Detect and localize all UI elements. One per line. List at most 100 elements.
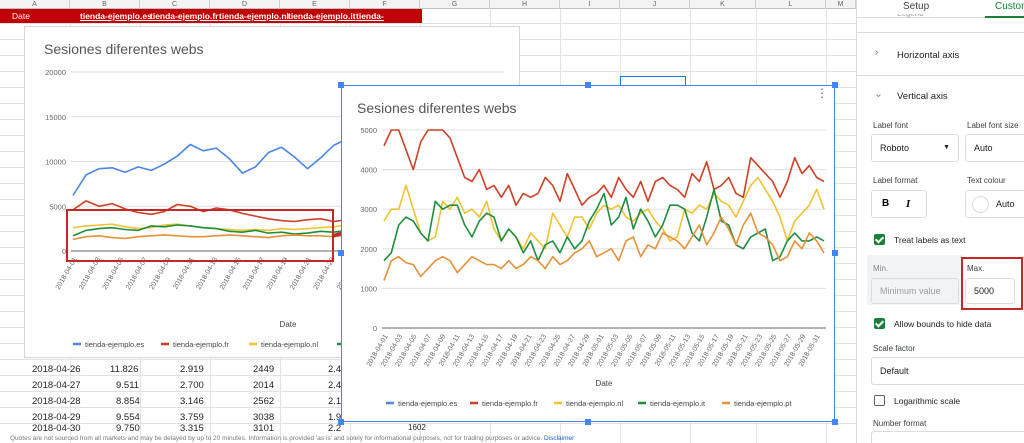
column-header-e[interactable]: E [280,0,350,9]
resize-handle[interactable] [338,419,344,425]
cell-es[interactable]: 8.854 [116,396,140,407]
chart-title: Sesiones diferentes webs [357,100,517,116]
resize-handle[interactable] [832,419,838,425]
column-header-i[interactable]: I [560,0,620,9]
chevron-right-icon[interactable]: › [875,47,879,58]
log-scale-checkbox[interactable] [874,395,885,406]
column-header-f[interactable]: F [350,0,420,9]
cell-es[interactable]: 9.554 [116,412,140,423]
cell-date[interactable]: 2018-04-27 [32,380,81,391]
section-vertical-axis[interactable]: Vertical axis [897,91,948,102]
max-label: Max. [967,264,985,273]
y-tick-label: 4000 [360,166,377,175]
cell-it[interactable]: 2.2 [328,423,342,434]
min-input[interactable]: Minimum value [871,278,959,304]
text-colour-value: Auto [996,199,1015,209]
min-label: Min. [873,264,889,273]
cell-es[interactable]: 11.826 [110,364,139,375]
column-header-h[interactable]: H [490,0,560,9]
label-font-size-select[interactable]: Auto [965,134,1024,162]
cell-date[interactable]: 2018-04-29 [32,412,81,423]
text-colour-label: Text colour [967,176,1006,185]
cell-fr[interactable]: 2.700 [180,380,204,391]
cell-nl[interactable]: 3101 [253,423,275,434]
cell-date[interactable]: 2018-04-30 [32,423,81,434]
disclaimer-link[interactable]: Disclaimer [543,435,575,442]
y-tick-label: 1000 [360,284,377,293]
cell-date[interactable]: 2018-04-28 [32,396,81,407]
cell-nl[interactable]: 3038 [253,412,275,423]
scale-factor-select[interactable]: Default [871,357,1024,385]
cell-pt[interactable]: 1602 [408,423,426,432]
column-header-g[interactable]: G [420,0,490,9]
resize-handle[interactable] [338,82,344,88]
x-axis-label: Date [280,320,297,329]
resize-handle[interactable] [832,250,838,256]
cell-date[interactable]: 2018-04-26 [32,364,81,375]
chart-card-front[interactable]: Sesiones diferentes webs ⋮ 0 1000 2000 3000… [341,85,835,422]
header-site-pt[interactable]: tienda-ejemplo.pt [356,11,399,35]
column-header-m[interactable]: M [826,0,856,9]
chart-title: Sesiones diferentes webs [44,41,204,57]
legend-item: tienda-ejemplo.fr [482,399,538,408]
header-date[interactable]: Date [12,11,30,21]
header-site-fr[interactable]: tienda-ejemplo.fr [150,11,219,21]
chevron-down-icon[interactable]: › [873,93,885,98]
y-tick-label: 2000 [360,245,377,254]
section-legend[interactable]: Legend [897,14,924,19]
label-font-label: Label font [873,121,909,130]
min-field-container [867,255,963,305]
cell-fr[interactable]: 3.759 [180,412,204,423]
min-placeholder: Minimum value [880,286,941,296]
text-colour-select[interactable]: Auto ▼ [965,190,1024,218]
label-font-select[interactable]: Roboto ▼ [871,134,959,162]
max-input[interactable]: 5000 [965,278,1015,304]
cell-it[interactable]: 1.9 [328,412,342,423]
cell-nl[interactable]: 2014 [253,380,275,391]
allow-bounds-checkbox[interactable] [874,318,885,329]
column-header-a[interactable]: A [0,0,70,9]
column-header-d[interactable]: D [210,0,280,9]
footer-note: Quotes are not sourced from all markets … [0,434,856,443]
cell-nl[interactable]: 2449 [253,364,275,375]
legend-item: tienda-ejemplo.it [650,399,706,408]
resize-handle[interactable] [832,82,838,88]
resize-handle[interactable] [338,250,344,256]
bold-button[interactable]: B [882,198,890,209]
series-line-it [383,188,825,262]
cell-nl[interactable]: 2562 [253,396,275,407]
header-site-nl[interactable]: tienda-ejemplo.nl [219,11,289,21]
treat-labels-checkbox[interactable] [874,234,885,245]
number-format-select[interactable] [871,431,1024,443]
cell-it[interactable]: 2.1 [328,396,342,407]
y-tick-label: 5000 [49,202,66,211]
column-header-j[interactable]: J [620,0,690,9]
legend-item: tienda-ejemplo.fr [173,340,229,349]
tab-customize[interactable]: Customise [995,1,1024,12]
chart-editor-panel: Setup Customise Legend › Horizontal axis… [856,0,1024,443]
column-header-b[interactable]: B [70,0,140,9]
header-site-it[interactable]: tienda-ejemplo.it [288,11,356,21]
cell-es[interactable]: 9.511 [116,380,140,391]
label-font-size-value: Auto [974,143,993,153]
tab-setup[interactable]: Setup [903,1,930,12]
column-header-c[interactable]: C [140,0,210,9]
column-header-k[interactable]: K [690,0,756,9]
column-header-l[interactable]: L [756,0,826,9]
section-horizontal-axis[interactable]: Horizontal axis [897,50,960,61]
resize-handle[interactable] [585,82,591,88]
resize-handle[interactable] [585,419,591,425]
grid-line [0,423,856,424]
header-site-es[interactable]: tienda-ejemplo.es [80,11,152,21]
y-tick-label: 5000 [360,126,377,135]
cell-es[interactable]: 9.750 [116,423,140,434]
cell-fr[interactable]: 3.146 [180,396,204,407]
cell-it[interactable]: 2.4 [328,380,342,391]
italic-button[interactable]: I [906,198,911,210]
cell-fr[interactable]: 2.919 [180,364,204,375]
cell-it[interactable]: 2.4 [328,364,342,375]
cell-fr[interactable]: 3.315 [180,423,204,434]
